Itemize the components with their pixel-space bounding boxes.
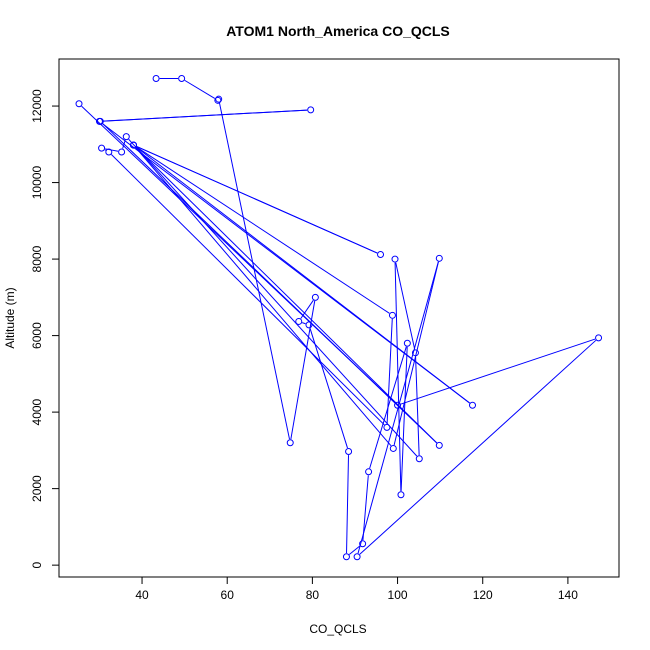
series-line-segment — [102, 123, 470, 404]
series-line-segment — [415, 356, 420, 456]
series-line-segment — [386, 318, 393, 424]
plot-frame — [58, 58, 620, 578]
y-axis-label: Altitude (m) — [3, 287, 17, 348]
x-tick-label: 60 — [221, 588, 235, 602]
series-line-segment — [103, 109, 308, 122]
x-tick-label: 80 — [306, 588, 320, 602]
data-point — [595, 334, 603, 342]
data-point — [415, 455, 423, 463]
data-point — [365, 468, 373, 476]
data-point — [435, 254, 443, 262]
series-line-segment — [400, 338, 596, 405]
data-point — [411, 349, 419, 357]
data-point — [388, 311, 396, 319]
series-line-segment — [395, 262, 416, 350]
y-tick-label: 4000 — [30, 398, 44, 425]
data-point — [215, 95, 223, 103]
data-point — [178, 75, 186, 83]
x-axis-label: CO_QCLS — [309, 622, 366, 636]
data-point — [342, 553, 350, 561]
y-tick-label: 8000 — [30, 245, 44, 272]
series-line-segment — [111, 154, 385, 426]
data-point — [286, 439, 294, 447]
data-point — [122, 133, 130, 141]
data-point — [345, 448, 353, 456]
data-point — [307, 106, 315, 114]
y-tick-label: 12000 — [30, 89, 44, 123]
y-axis: 0 2000 4000 6000 8000 10000 12000 — [30, 89, 59, 568]
chart-title: ATOM1 North_America CO_QCLS — [226, 23, 450, 39]
x-tick-label: 140 — [558, 588, 578, 602]
data-point — [214, 96, 222, 104]
data-point — [305, 321, 313, 329]
series-line-segment — [302, 322, 306, 325]
data-point — [152, 75, 160, 83]
data-point — [383, 423, 391, 431]
series-line-segment — [218, 102, 290, 440]
x-tick-label: 40 — [135, 588, 149, 602]
y-tick-label: 0 — [30, 561, 44, 568]
data-point — [469, 401, 477, 409]
series-line-segment — [357, 261, 439, 554]
data-point — [98, 144, 106, 152]
series-line-segment — [81, 105, 396, 404]
x-tick-label: 120 — [473, 588, 493, 602]
series-line-segment — [290, 300, 316, 440]
data-point — [96, 117, 104, 125]
series-line-segment — [400, 346, 408, 492]
y-tick-label: 10000 — [30, 166, 44, 200]
y-tick-label: 6000 — [30, 322, 44, 349]
y-tick-label: 2000 — [30, 475, 44, 502]
data-point — [130, 141, 138, 149]
series-line-segment — [346, 455, 350, 554]
data-point — [359, 540, 367, 548]
data-series — [75, 75, 603, 561]
series-line-segment — [309, 328, 348, 449]
series-line-segment — [136, 146, 378, 254]
x-tick-label: 100 — [388, 588, 408, 602]
series-line-segment — [394, 262, 402, 492]
series-line-segment — [393, 261, 439, 446]
data-point — [389, 444, 397, 452]
data-point — [118, 148, 126, 156]
data-point — [403, 339, 411, 347]
data-point — [377, 250, 385, 258]
data-point — [75, 100, 83, 108]
series-line-segment — [128, 138, 418, 457]
data-point — [105, 148, 113, 156]
data-point — [391, 255, 399, 263]
data-point — [435, 441, 443, 449]
data-point — [394, 401, 402, 409]
series-line-segment — [362, 475, 369, 541]
data-point — [311, 293, 319, 301]
series-line-segment — [359, 339, 597, 555]
series-line-segment — [184, 79, 216, 99]
data-point — [295, 317, 303, 325]
series-line-segment — [135, 147, 392, 447]
x-axis: 40 60 80 100 120 140 — [135, 577, 578, 602]
series-line-segment — [348, 545, 361, 555]
series-line-segment — [135, 147, 438, 444]
data-point — [397, 491, 405, 499]
series-line-segment — [136, 146, 390, 314]
data-point — [353, 553, 361, 561]
